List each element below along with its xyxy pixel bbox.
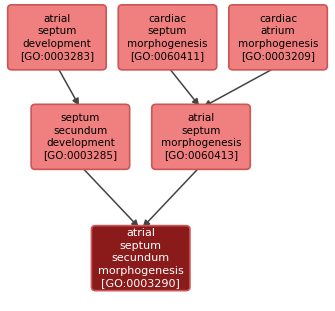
Text: septum
secundum
development
[GO:0003285]: septum secundum development [GO:0003285] — [43, 113, 118, 160]
FancyBboxPatch shape — [91, 226, 190, 290]
FancyBboxPatch shape — [118, 5, 217, 70]
FancyBboxPatch shape — [8, 5, 106, 70]
Text: cardiac
atrium
morphogenesis
[GO:0003209]: cardiac atrium morphogenesis [GO:0003209… — [238, 14, 318, 61]
Text: atrial
septum
secundum
morphogenesis
[GO:0003290]: atrial septum secundum morphogenesis [GO… — [98, 228, 184, 288]
FancyBboxPatch shape — [229, 5, 327, 70]
Text: atrial
septum
development
[GO:0003283]: atrial septum development [GO:0003283] — [20, 14, 94, 61]
FancyBboxPatch shape — [152, 104, 250, 169]
Text: atrial
septum
morphogenesis
[GO:0060413]: atrial septum morphogenesis [GO:0060413] — [161, 113, 241, 160]
FancyBboxPatch shape — [31, 104, 130, 169]
Text: cardiac
septum
morphogenesis
[GO:0060411]: cardiac septum morphogenesis [GO:0060411… — [127, 14, 208, 61]
